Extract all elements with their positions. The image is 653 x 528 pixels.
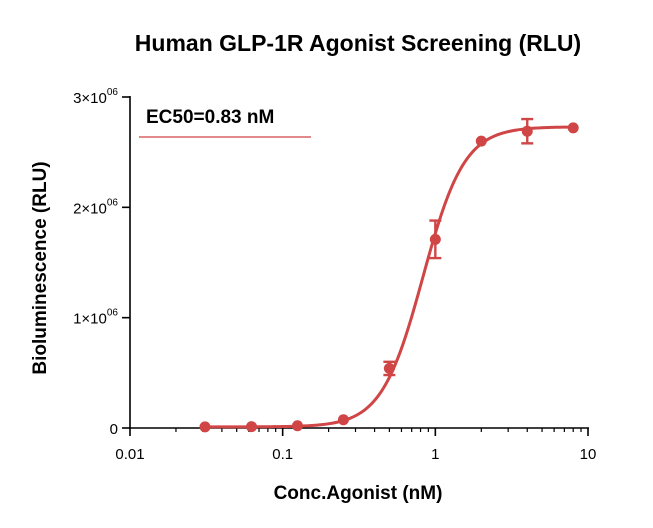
- y-axis-label: Bioluminescence (RLU): [30, 161, 51, 374]
- data-point: [567, 122, 579, 134]
- data-markers: [199, 117, 579, 433]
- data-point: [337, 414, 349, 426]
- y-tick-base: 0: [110, 421, 118, 438]
- y-tick-base: 2×10: [73, 200, 107, 217]
- data-point: [475, 135, 487, 147]
- data-point: [199, 421, 211, 433]
- y-tick-exponent: 06: [107, 197, 119, 208]
- y-tick-base: 3×10: [73, 90, 107, 107]
- y-tick-base: 1×10: [73, 311, 107, 328]
- y-tick-label: 1×1006: [73, 308, 118, 328]
- data-point: [429, 233, 441, 245]
- x-tick-label: 0.1: [272, 446, 293, 463]
- x-axis-label: Conc.Agonist (nM): [274, 483, 443, 504]
- y-tick-label: 3×1006: [73, 87, 118, 107]
- y-tick-label: 2×1006: [73, 197, 118, 217]
- data-point: [521, 125, 533, 137]
- y-tick-exponent: 06: [107, 87, 119, 98]
- data-point: [383, 362, 395, 374]
- x-tick-label: 10: [580, 446, 597, 463]
- data-point: [291, 420, 303, 432]
- y-tick-label: 0: [110, 421, 118, 438]
- x-tick-label: 0.01: [115, 446, 144, 463]
- data-point: [246, 421, 258, 433]
- ec50-annotation: EC50=0.83 nM: [139, 107, 311, 138]
- chart-title: Human GLP-1R Agonist Screening (RLU): [135, 30, 581, 56]
- x-tick-label: 1: [431, 446, 439, 463]
- ec50-label: EC50=0.83 nM: [146, 107, 274, 128]
- y-tick-exponent: 06: [107, 308, 119, 319]
- fit-curve: [205, 125, 574, 429]
